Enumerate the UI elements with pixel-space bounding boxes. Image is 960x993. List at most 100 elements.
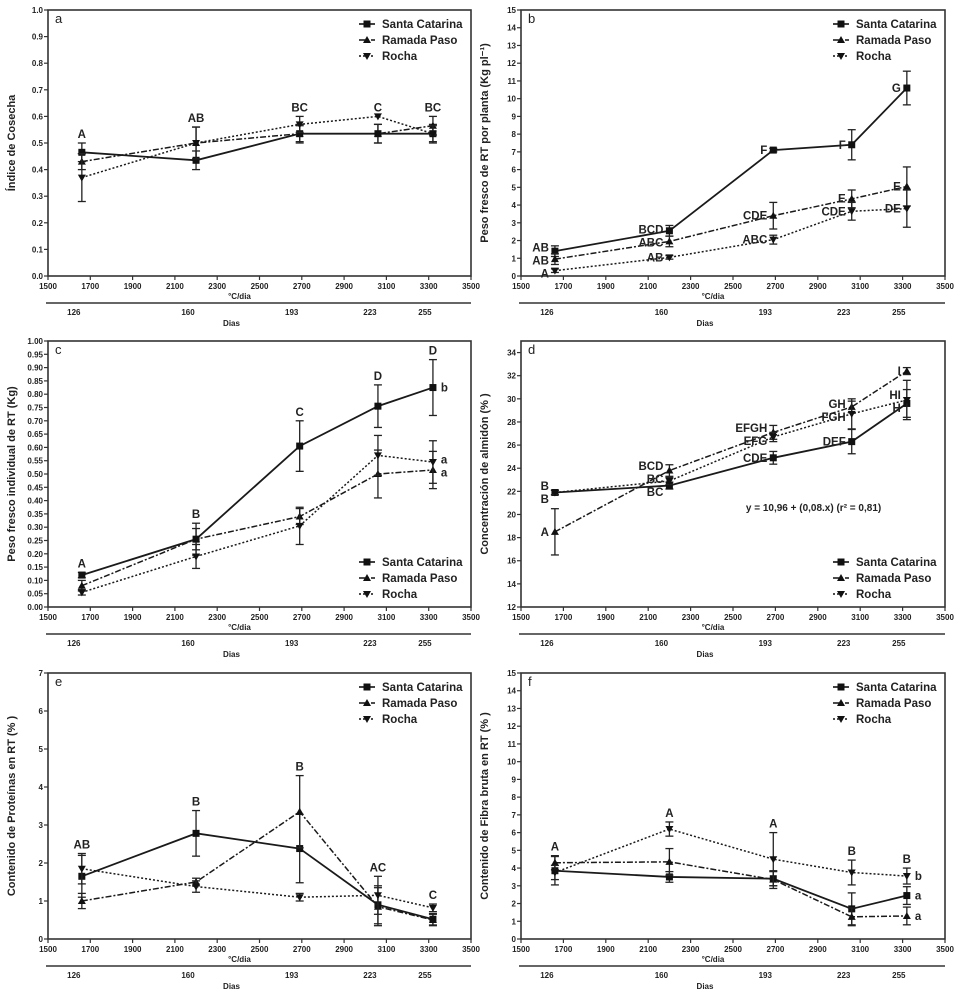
series-line [554,87,908,253]
x-tick-label: 2100 [639,945,657,954]
y-tick-label: 2 [39,859,44,868]
group-letter: B [192,797,200,809]
y-tick-label: 14 [507,580,516,589]
significance-letter: ABC [638,238,663,250]
y-tick-label: 0.75 [27,404,43,413]
y-tick-label: 3 [39,821,44,830]
x-axis-label: °C/dia [228,292,251,301]
significance-letter: CDE [743,453,768,465]
group-letter: AB [188,113,205,125]
x-tick-label: 1500 [39,613,57,622]
data-point [192,883,201,891]
y-tick-label: 0.25 [27,537,43,546]
significance-letter: G [892,83,901,95]
y-tick-label: 0 [39,935,44,944]
days-tick-label: 223 [363,639,377,648]
series-ramada-paso [77,774,437,927]
significance-letter: DEF [823,437,846,449]
significance-letter: BCD [638,225,663,237]
legend-item: Santa Catarina [359,557,463,569]
days-tick-label: 126 [67,639,81,648]
data-point [903,892,911,900]
series-rocha [77,113,437,203]
significance-letter: BCD [638,461,663,473]
data-point [192,829,200,837]
y-tick-label: 12 [507,603,516,612]
days-tick-label: 126 [540,639,554,648]
series-line [554,185,908,260]
y-tick-label: 2 [512,900,517,909]
legend-marker [837,683,845,691]
y-tick-label: 32 [507,372,516,381]
y-tick-label: 30 [507,395,516,404]
legend-item: Rocha [833,714,892,726]
series-line [554,207,907,272]
group-letter: A [78,558,86,570]
data-point [373,129,382,137]
legend-item: Ramada Paso [359,698,457,710]
data-point [77,865,86,873]
y-tick-label: 0.7 [32,86,44,95]
series-rocha: a [77,434,448,597]
y-axis-label: Peso fresco de RT por planta (Kg pl⁻¹) [479,43,491,243]
data-point [902,205,911,213]
days-tick-label: 160 [181,639,195,648]
series-line [81,867,434,909]
days-axis-label: Dias [697,982,714,991]
series-ramada-paso [77,115,437,171]
y-tick-label: 14 [507,24,516,33]
significance-letter: E [838,194,846,206]
legend-marker [837,558,845,566]
chart-panel-e: 0 1 2 3 4 5 6 7 1500 1700 1900 2100 2300 2500 2700 2900… [6,669,480,991]
y-tick-label: 20 [507,510,516,519]
data-point [847,912,856,920]
y-tick-label: 1 [39,897,44,906]
legend-marker [363,20,371,28]
x-tick-label: 2900 [809,613,827,622]
y-tick-label: 7 [39,669,44,678]
data-point [902,182,911,190]
panel-label: b [528,11,535,26]
significance-letter: DE [885,204,901,216]
days-tick-label: 223 [837,308,851,317]
significance-letter: AB [647,252,664,264]
data-point [428,459,437,467]
y-tick-label: 1.00 [27,337,43,346]
data-point [848,438,856,446]
x-tick-label: 2700 [767,945,785,954]
data-point [77,897,86,904]
data-point [296,845,304,853]
y-tick-label: 13 [507,704,516,713]
group-letter: D [429,346,437,358]
x-tick-label: 2300 [682,945,700,954]
y-axis-label: Peso fresco individual de RT (Kg) [6,386,18,562]
y-tick-label: 0 [512,935,517,944]
end-letter: a [915,911,922,923]
x-tick-label: 1700 [81,945,99,954]
data-point [665,826,674,834]
group-letter: AC [370,862,387,874]
days-tick-label: 193 [759,308,773,317]
data-point [903,84,911,92]
days-tick-label: 126 [540,308,554,317]
legend-label: Rocha [856,589,892,601]
x-tick-label: 2100 [639,282,657,291]
plot-frame [47,672,472,940]
legend-marker [837,716,845,723]
y-tick-label: 12 [507,59,516,68]
significance-letter: CDE [743,211,768,223]
x-tick-label: 3300 [894,282,912,291]
x-tick-label: 3100 [851,282,869,291]
end-letter: b [441,383,448,395]
data-point [428,130,437,138]
y-tick-label: 4 [512,201,517,210]
y-tick-label: 16 [507,557,516,566]
legend-label: Santa Catarina [856,19,937,31]
x-tick-label: 3100 [378,945,396,954]
days-tick-label: 193 [285,308,299,317]
legend-item: Santa Catarina [359,19,463,31]
legend-item: Santa Catarina [833,19,937,31]
group-letter: B [848,846,856,858]
days-axis-label: Dias [223,650,240,659]
